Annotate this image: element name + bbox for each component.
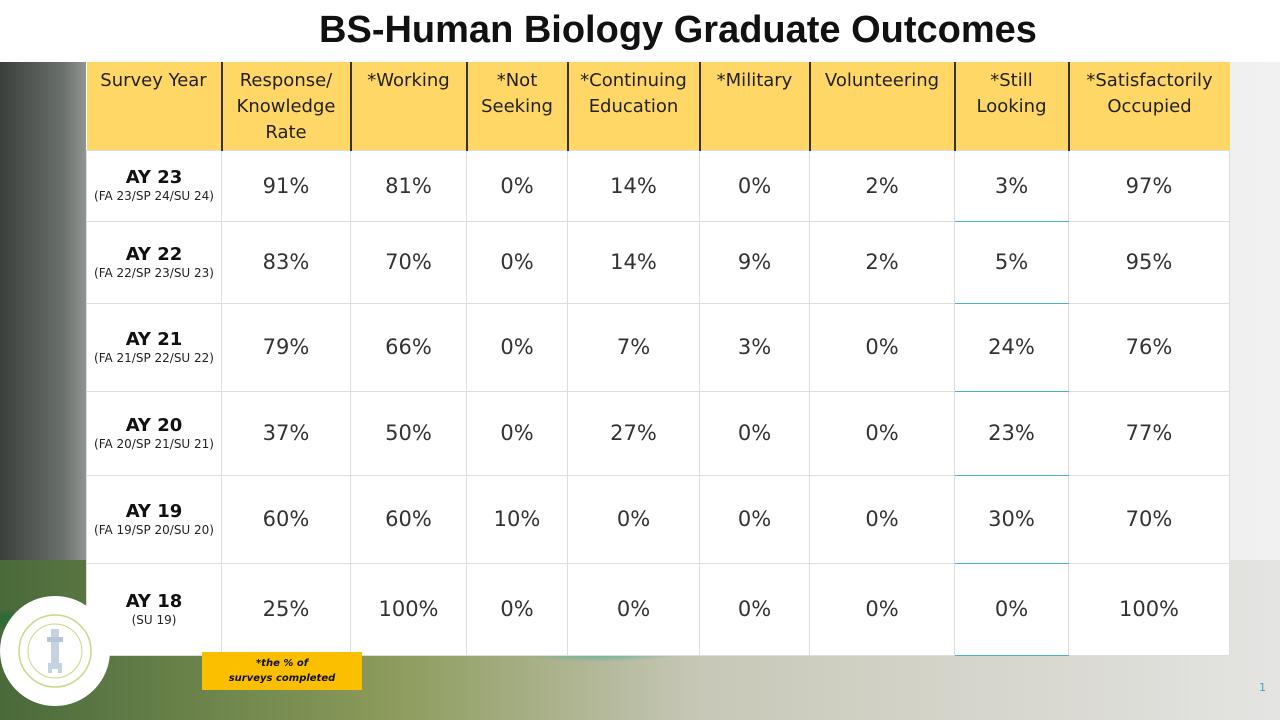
value-cell: 0% xyxy=(699,390,810,476)
value-cell: 81% xyxy=(350,149,467,222)
value-cell: 0% xyxy=(466,220,568,304)
title-bar: BS-Human Biology Graduate Outcomes xyxy=(0,0,1280,62)
terms-label: (FA 19/SP 20/SU 20) xyxy=(94,522,214,537)
career-services-seal-icon xyxy=(18,614,92,688)
column-header: Volunteering xyxy=(808,62,955,150)
terms-label: (FA 21/SP 22/SU 22) xyxy=(94,350,214,365)
column-header: *Continuing Education xyxy=(566,62,700,150)
year-label: AY 22 xyxy=(125,243,183,265)
value-cell: 2% xyxy=(809,220,955,304)
value-cell: 37% xyxy=(221,390,351,476)
value-cell: 9% xyxy=(699,220,810,304)
table-row: AY 19 (FA 19/SP 20/SU 20) 60% 60% 10% 0% 0% 0% 3… xyxy=(86,474,1230,564)
value-cell: 76% xyxy=(1068,302,1230,392)
year-label: AY 20 xyxy=(125,414,183,436)
value-cell: 0% xyxy=(809,562,955,656)
value-cell: 70% xyxy=(1068,474,1230,564)
table-row: AY 23 (FA 23/SP 24/SU 24) 91% 81% 0% 14% 0% 2% 3… xyxy=(86,149,1230,222)
value-cell: 50% xyxy=(350,390,467,476)
value-cell: 7% xyxy=(567,302,700,392)
survey-year-cell: AY 21 (FA 21/SP 22/SU 22) xyxy=(86,302,222,392)
terms-label: (FA 22/SP 23/SU 23) xyxy=(94,265,214,280)
university-logo xyxy=(0,596,110,706)
column-header: Survey Year xyxy=(86,62,222,150)
value-cell: 0% xyxy=(466,302,568,392)
outcomes-table: Survey Year Response/ Knowledge Rate *Work… xyxy=(86,62,1230,656)
survey-year-cell: AY 20 (FA 20/SP 21/SU 21) xyxy=(86,390,222,476)
value-cell: 0% xyxy=(466,562,568,656)
value-cell: 91% xyxy=(221,149,351,222)
survey-year-cell: AY 23 (FA 23/SP 24/SU 24) xyxy=(86,149,222,222)
survey-year-cell: AY 19 (FA 19/SP 20/SU 20) xyxy=(86,474,222,564)
table-row: AY 18 (SU 19) 25% 100% 0% 0% 0% 0% 0% 100% xyxy=(86,562,1230,656)
terms-label: (FA 23/SP 24/SU 24) xyxy=(94,189,214,203)
column-header: *Working xyxy=(349,62,467,150)
value-cell: 3% xyxy=(954,149,1069,222)
value-cell: 0% xyxy=(809,302,955,392)
value-cell: 95% xyxy=(1068,220,1230,304)
value-cell: 14% xyxy=(567,149,700,222)
column-header: *Not Seeking xyxy=(465,62,568,150)
value-cell: 83% xyxy=(221,220,351,304)
value-cell: 77% xyxy=(1068,390,1230,476)
value-cell: 0% xyxy=(699,562,810,656)
value-cell: 24% xyxy=(954,302,1069,392)
value-cell: 66% xyxy=(350,302,467,392)
value-cell: 60% xyxy=(221,474,351,564)
value-cell: 23% xyxy=(954,390,1069,476)
column-header: *Military xyxy=(698,62,810,150)
year-label: AY 19 xyxy=(125,500,183,522)
survey-year-cell: AY 22 (FA 22/SP 23/SU 23) xyxy=(86,220,222,304)
terms-label: (FA 20/SP 21/SU 21) xyxy=(94,436,214,451)
year-label: AY 21 xyxy=(125,328,183,350)
value-cell: 0% xyxy=(567,562,700,656)
footnote-line-2: surveys completed xyxy=(228,673,336,684)
value-cell: 14% xyxy=(567,220,700,304)
column-header: *Satisfactorily Occupied xyxy=(1067,62,1230,150)
value-cell: 25% xyxy=(221,562,351,656)
value-cell: 5% xyxy=(954,220,1069,304)
value-cell: 30% xyxy=(954,474,1069,564)
value-cell: 100% xyxy=(350,562,467,656)
value-cell: 10% xyxy=(466,474,568,564)
footnote: *the % of surveys completed xyxy=(202,652,362,690)
value-cell: 0% xyxy=(954,562,1069,656)
value-cell: 0% xyxy=(809,390,955,476)
column-header: *Still Looking xyxy=(953,62,1069,150)
value-cell: 2% xyxy=(809,149,955,222)
value-cell: 70% xyxy=(350,220,467,304)
value-cell: 79% xyxy=(221,302,351,392)
page-title: BS-Human Biology Graduate Outcomes xyxy=(319,9,1037,51)
value-cell: 3% xyxy=(699,302,810,392)
value-cell: 100% xyxy=(1068,562,1230,656)
value-cell: 0% xyxy=(567,474,700,564)
value-cell: 0% xyxy=(466,390,568,476)
terms-label: (SU 19) xyxy=(131,612,177,627)
header-row: Survey Year Response/ Knowledge Rate *Work… xyxy=(86,62,1230,150)
table-row: AY 20 (FA 20/SP 21/SU 21) 37% 50% 0% 27% 0% 0% 2… xyxy=(86,390,1230,476)
table-row: AY 21 (FA 21/SP 22/SU 22) 79% 66% 0% 7% 3% 0% 24… xyxy=(86,302,1230,392)
value-cell: 97% xyxy=(1068,149,1230,222)
year-label: AY 18 xyxy=(125,590,183,612)
year-label: AY 23 xyxy=(125,167,183,188)
footnote-line-1: *the % of xyxy=(255,658,309,669)
value-cell: 0% xyxy=(466,149,568,222)
value-cell: 0% xyxy=(699,474,810,564)
value-cell: 0% xyxy=(809,474,955,564)
value-cell: 27% xyxy=(567,390,700,476)
value-cell: 0% xyxy=(699,149,810,222)
table-row: AY 22 (FA 22/SP 23/SU 23) 83% 70% 0% 14% 9% 2% 5… xyxy=(86,220,1230,304)
value-cell: 60% xyxy=(350,474,467,564)
column-header: Response/ Knowledge Rate xyxy=(220,62,351,150)
page-number: 1 xyxy=(1259,681,1266,694)
